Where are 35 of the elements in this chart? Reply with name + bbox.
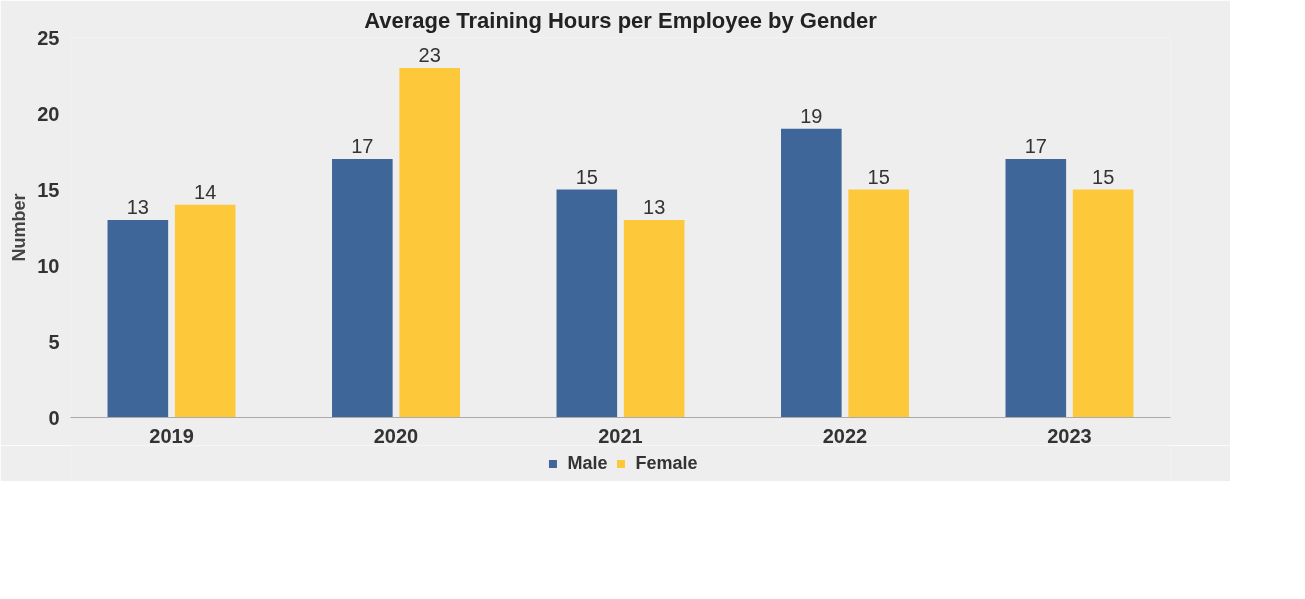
bar bbox=[848, 189, 909, 418]
bar bbox=[556, 189, 618, 418]
x-tick-label: 2021 bbox=[598, 424, 643, 447]
bar bbox=[107, 219, 169, 418]
data-label: 19 bbox=[800, 104, 823, 127]
x-tick-label: 2022 bbox=[822, 424, 868, 447]
y-tick-label: 10 bbox=[37, 254, 60, 277]
data-label: 23 bbox=[418, 43, 441, 66]
bar bbox=[623, 219, 685, 418]
y-tick-label: 15 bbox=[37, 178, 60, 201]
data-label: 14 bbox=[194, 180, 217, 203]
data-label: 15 bbox=[867, 165, 890, 188]
y-tick-label: 0 bbox=[48, 406, 60, 429]
data-label: 17 bbox=[1024, 135, 1047, 158]
y-tick-label: 5 bbox=[48, 330, 60, 353]
x-tick-label: 2020 bbox=[373, 424, 419, 447]
y-tick-label: 25 bbox=[37, 26, 60, 49]
data-label: 13 bbox=[126, 195, 149, 218]
bar bbox=[174, 204, 236, 418]
x-tick-label: 2023 bbox=[1047, 424, 1092, 447]
y-axis-title: Number bbox=[9, 193, 30, 262]
data-label: 13 bbox=[643, 195, 666, 218]
y-tick-label: 20 bbox=[37, 102, 60, 125]
x-tick-label: 2019 bbox=[149, 424, 194, 447]
legend-label: Female bbox=[635, 452, 698, 474]
bar bbox=[332, 159, 393, 418]
bar bbox=[1005, 159, 1067, 418]
data-label: 15 bbox=[1092, 165, 1115, 188]
data-label: 15 bbox=[575, 165, 598, 188]
bar bbox=[1072, 189, 1134, 418]
bar bbox=[781, 128, 842, 418]
bar bbox=[399, 67, 460, 418]
data-label: 17 bbox=[351, 135, 374, 158]
chart-title: Average Training Hours per Employee by Gender bbox=[364, 7, 878, 33]
legend-label: Male bbox=[567, 452, 608, 474]
